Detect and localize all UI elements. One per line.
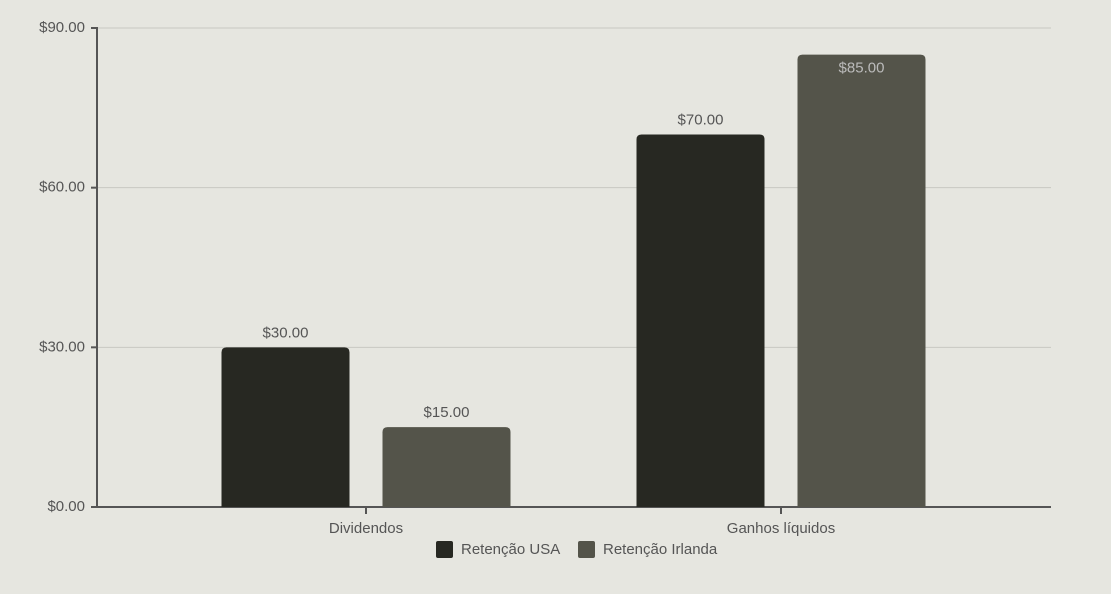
bar: [797, 54, 926, 507]
legend-swatch: [436, 541, 453, 558]
x-tick-label: Ganhos líquidos: [727, 520, 835, 537]
value-label: $15.00: [424, 404, 470, 421]
value-label: $30.00: [263, 324, 309, 341]
y-tick-label: $0.00: [47, 498, 85, 515]
legend-swatch: [578, 541, 595, 558]
y-tick-label: $30.00: [39, 338, 85, 355]
legend-label: Retenção Irlanda: [603, 541, 718, 558]
value-label: $85.00: [839, 60, 885, 77]
x-tick-label: Dividendos: [329, 520, 403, 537]
bar: [382, 427, 511, 507]
y-tick-label: $60.00: [39, 179, 85, 196]
bar: [221, 347, 350, 507]
legend-label: Retenção USA: [461, 541, 560, 558]
y-tick-label: $90.00: [39, 19, 85, 36]
bar: [636, 134, 765, 507]
value-label: $70.00: [678, 111, 724, 128]
